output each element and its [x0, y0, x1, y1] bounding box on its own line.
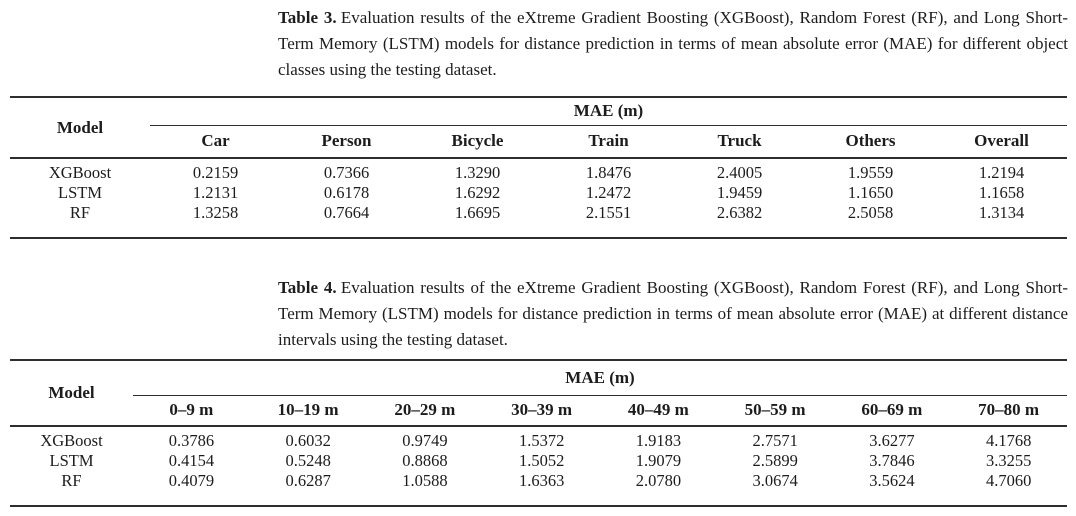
column-header: 30–39 m — [511, 400, 573, 420]
data-cell: 1.2472 — [585, 183, 632, 202]
data-cell: 2.5899 — [752, 451, 798, 470]
column-header: Bicycle — [451, 131, 504, 151]
table-row: Model MAE (m) — [10, 360, 1067, 402]
table-row: RF 1.3258 0.7664 1.6695 2.1551 2.6382 2.… — [10, 203, 1067, 238]
table-row: XGBoost 0.2159 0.7366 1.3290 1.8476 2.40… — [10, 158, 1067, 183]
data-cell: 0.6287 — [285, 471, 331, 490]
data-cell: 0.7664 — [323, 203, 370, 222]
data-cell: 1.6363 — [518, 471, 565, 490]
mae-span-header: MAE (m) — [133, 360, 1067, 396]
data-cell: 0.3786 — [168, 431, 215, 450]
table4-caption-label: Table 4. — [278, 278, 337, 297]
table3-caption: Table 3. Evaluation results of the eXtrem… — [278, 5, 1068, 83]
data-cell: 1.9079 — [635, 451, 682, 470]
table-row: Model MAE (m) — [10, 97, 1067, 137]
table3-caption-label: Table 3. — [278, 8, 337, 27]
model-cell: RF — [61, 471, 82, 490]
data-cell: 2.6382 — [716, 203, 763, 222]
data-cell: 2.0780 — [635, 471, 682, 490]
table4-caption: Table 4. Evaluation results of the eXtrem… — [278, 275, 1068, 353]
data-cell: 1.9559 — [847, 163, 894, 182]
column-header: Truck — [717, 131, 762, 151]
mae-span-header: MAE (m) — [150, 97, 1067, 126]
column-header: 40–49 m — [627, 400, 689, 420]
data-cell: 2.4005 — [716, 163, 763, 182]
column-header: 70–80 m — [978, 400, 1040, 420]
table3-caption-text: Evaluation results of the eXtreme Gradie… — [278, 8, 1068, 79]
data-cell: 1.3290 — [454, 163, 501, 182]
data-cell: 1.3258 — [192, 203, 239, 222]
data-cell: 0.7366 — [323, 163, 370, 182]
data-cell: 1.6695 — [454, 203, 501, 222]
column-header: 60–69 m — [861, 400, 923, 420]
data-cell: 3.7846 — [869, 451, 915, 470]
model-cell: LSTM — [49, 451, 94, 470]
data-cell: 2.1551 — [585, 203, 632, 222]
data-cell: 0.4079 — [168, 471, 215, 490]
data-cell: 1.3134 — [978, 203, 1025, 222]
data-cell: 1.1650 — [847, 183, 894, 202]
table-row: 0–9 m 10–19 m 20–29 m 30–39 m 40–49 m 50… — [10, 395, 1067, 426]
data-cell: 0.8868 — [402, 451, 448, 470]
column-header: Person — [321, 131, 372, 151]
data-cell: 1.0588 — [402, 471, 448, 490]
data-cell: 1.5052 — [518, 451, 565, 470]
table3-header: Model MAE (m) Car Person Bicycle Train T… — [10, 97, 1067, 158]
data-cell: 3.3255 — [985, 451, 1032, 470]
model-cell: XGBoost — [40, 431, 103, 450]
data-cell: 1.2194 — [978, 163, 1025, 182]
data-cell: 1.5372 — [518, 431, 565, 450]
data-cell: 1.2131 — [192, 183, 239, 202]
data-cell: 1.6292 — [454, 183, 501, 202]
model-column-header: Model — [48, 383, 95, 402]
table-row: RF 0.4079 0.6287 1.0588 1.6363 2.0780 3.… — [10, 471, 1067, 506]
table-row: LSTM 1.2131 0.6178 1.6292 1.2472 1.9459 … — [10, 183, 1067, 203]
model-cell: LSTM — [57, 183, 102, 202]
table-row: Car Person Bicycle Train Truck Others Ov… — [10, 125, 1067, 158]
table4: Model MAE (m) 0–9 m 10–19 m 20–29 m 30–3… — [10, 359, 1067, 507]
data-cell: 4.7060 — [985, 471, 1032, 490]
table4-body: XGBoost 0.3786 0.6032 0.9749 1.5372 1.91… — [10, 426, 1067, 506]
model-cell: RF — [69, 203, 91, 222]
model-cell: XGBoost — [48, 163, 112, 182]
data-cell: 2.5058 — [847, 203, 894, 222]
column-header: 20–29 m — [394, 400, 456, 420]
column-header: 10–19 m — [277, 400, 339, 420]
column-header: 50–59 m — [744, 400, 806, 420]
data-cell: 0.2159 — [192, 163, 239, 182]
table-row: XGBoost 0.3786 0.6032 0.9749 1.5372 1.91… — [10, 426, 1067, 451]
table4-header: Model MAE (m) 0–9 m 10–19 m 20–29 m 30–3… — [10, 360, 1067, 426]
column-header: Car — [201, 131, 230, 151]
table-row: LSTM 0.4154 0.5248 0.8868 1.5052 1.9079 … — [10, 451, 1067, 471]
data-cell: 1.8476 — [585, 163, 632, 182]
data-cell: 0.9749 — [402, 431, 448, 450]
data-cell: 3.6277 — [869, 431, 915, 450]
data-cell: 0.6178 — [323, 183, 370, 202]
data-cell: 0.4154 — [168, 451, 215, 470]
table3-body: XGBoost 0.2159 0.7366 1.3290 1.8476 2.40… — [10, 158, 1067, 238]
data-cell: 0.5248 — [285, 451, 331, 470]
model-column-header: Model — [56, 117, 104, 137]
data-cell: 0.6032 — [285, 431, 331, 450]
column-header: Overall — [974, 131, 1029, 151]
data-cell: 3.5624 — [869, 471, 915, 490]
column-header: Train — [588, 131, 629, 151]
column-header: 0–9 m — [169, 400, 214, 420]
data-cell: 2.7571 — [752, 431, 798, 450]
data-cell: 4.1768 — [985, 431, 1032, 450]
table4-caption-text: Evaluation results of the eXtreme Gradie… — [278, 278, 1068, 349]
column-header: Others — [845, 131, 896, 151]
table3: Model MAE (m) Car Person Bicycle Train T… — [10, 96, 1067, 239]
data-cell: 1.9183 — [635, 431, 682, 450]
data-cell: 1.1658 — [978, 183, 1025, 202]
data-cell: 1.9459 — [716, 183, 763, 202]
data-cell: 3.0674 — [752, 471, 798, 490]
